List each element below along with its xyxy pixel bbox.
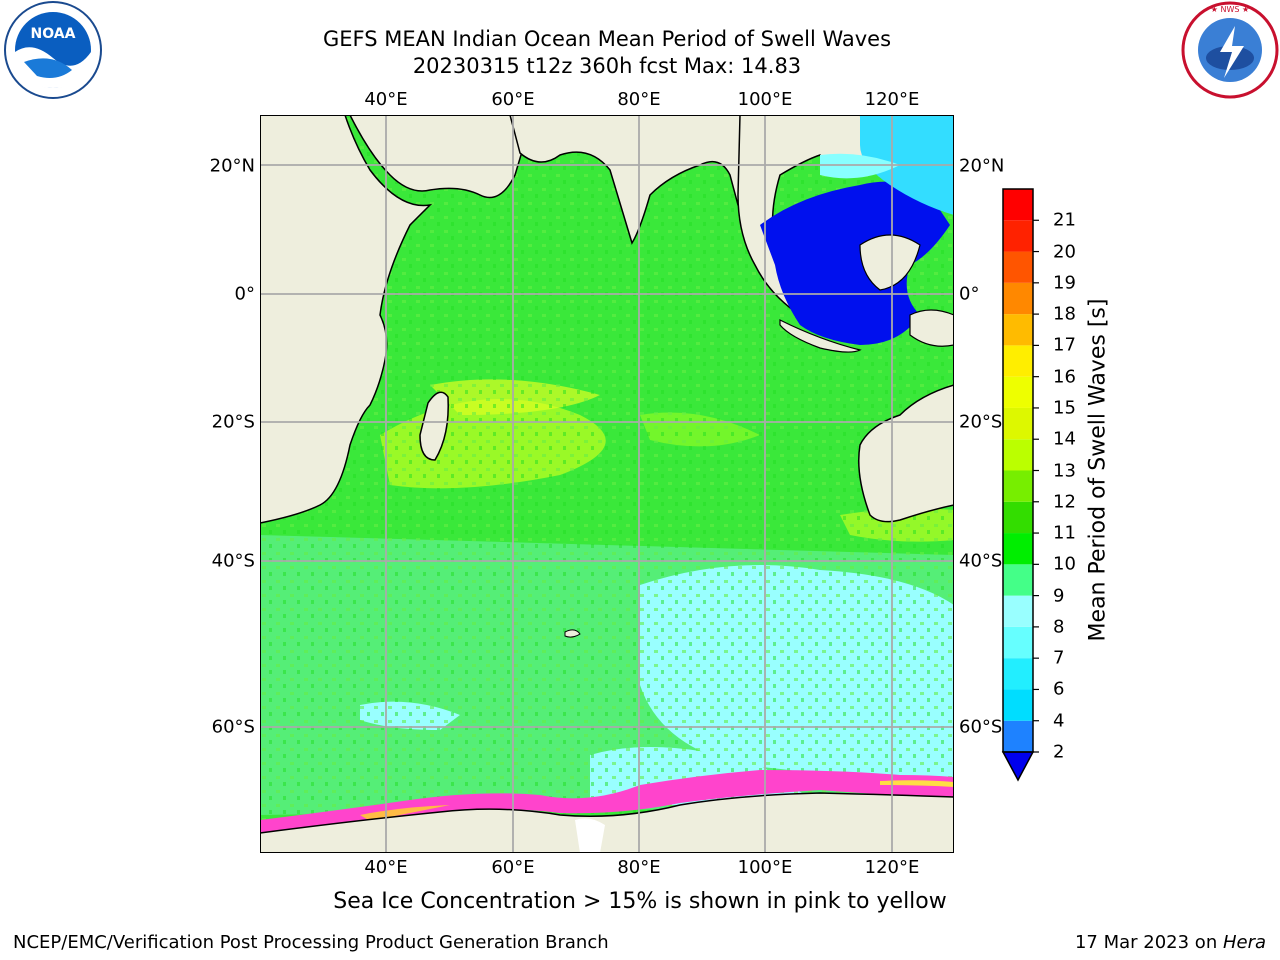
colorbar-label: Mean Period of Swell Waves [s] [1085, 298, 1111, 642]
colorbar-tick-label: 14 [1053, 428, 1076, 450]
lat-tick-right: 0° [959, 283, 980, 305]
land-australia [858, 384, 954, 523]
colorbar-tick-label: 16 [1053, 366, 1076, 388]
chart-title: GEFS MEAN Indian Ocean Mean Period of Sw… [322, 27, 892, 51]
colorbar-segment [1003, 501, 1033, 534]
lat-tick-left: 20°S [211, 411, 255, 433]
colorbar-segment [1003, 564, 1033, 596]
colorbar-segment [1003, 658, 1033, 690]
graticule [260, 115, 954, 853]
footer-machine: Hera [1222, 932, 1266, 953]
colorbar-tick-label: 15 [1053, 397, 1076, 419]
lat-tick-left: 20°N [209, 155, 255, 177]
colorbar-segment [1003, 345, 1033, 377]
noaa-logo-text: NOAA [31, 26, 76, 42]
colorbar-tick-label: 4 [1053, 710, 1065, 732]
colorbar-tick-label: 19 [1053, 272, 1076, 294]
indonesian-seas [760, 181, 950, 345]
sea-ice [260, 770, 954, 835]
sea-ice-note: Sea Ice Concentration > 15% is shown in … [333, 889, 947, 914]
colorbar-tick-label: 10 [1053, 553, 1076, 575]
colorbar-tick-label: 17 [1053, 334, 1076, 356]
lon-tick-top: 40°E [364, 89, 408, 110]
colorbar-tick-label: 11 [1053, 522, 1076, 544]
colorbar-tick-label: 6 [1053, 678, 1065, 700]
nws-logo: ★ NWS ★ [1181, 1, 1279, 99]
colorbar-segment [1003, 282, 1033, 315]
lon-tick-bottom: 120°E [864, 857, 920, 878]
colorbar-segment [1003, 439, 1033, 471]
lon-tick-top: 120°E [864, 89, 920, 110]
lat-tick-right: 20°N [959, 155, 1005, 177]
lat-tick-right: 40°S [959, 550, 1003, 572]
lon-tick-bottom: 60°E [491, 857, 535, 878]
colorbar-segment [1003, 376, 1033, 408]
land-madagascar [419, 391, 449, 461]
colorbar-tick-label: 21 [1053, 209, 1076, 231]
colorbar [1001, 188, 1039, 782]
colorbar-segment [1003, 533, 1033, 565]
colorbar-tick-label: 12 [1053, 491, 1076, 513]
colorbar-segment [1003, 314, 1033, 346]
colorbar-tick-label: 18 [1053, 303, 1076, 325]
colorbar-segment [1003, 626, 1033, 659]
lat-tick-right: 20°S [959, 411, 1003, 433]
lon-tick-bottom: 40°E [364, 857, 408, 878]
lon-tick-top: 100°E [737, 89, 793, 110]
lon-tick-top: 80°E [617, 89, 661, 110]
noaa-logo: NOAA [4, 1, 102, 99]
footer-date: 17 Mar 2023 on Hera [1075, 932, 1266, 953]
colorbar-segment [1003, 470, 1033, 502]
colorbar-segment [1003, 689, 1033, 721]
colorbar-tick-label: 2 [1053, 741, 1065, 763]
colorbar-extend-arrow [1001, 751, 1035, 782]
colorbar-segment [1003, 189, 1033, 221]
colorbar-segment [1003, 720, 1033, 752]
colorbar-tick-label: 7 [1053, 647, 1065, 669]
chart-subtitle: 20230315 t12z 360h fcst Max: 14.83 [412, 54, 802, 78]
lon-tick-bottom: 80°E [617, 857, 661, 878]
land-antarctica [260, 792, 954, 853]
colorbar-tick-label: 8 [1053, 616, 1065, 638]
lat-tick-right: 60°S [959, 716, 1003, 738]
colorbar-segment [1003, 251, 1033, 283]
colorbar-tick-label: 13 [1053, 460, 1076, 481]
colorbar-tick-label: 20 [1053, 241, 1076, 263]
land-kerguelen [564, 629, 581, 638]
colorbar-segment [1003, 595, 1033, 627]
colorbar-tick-label: 9 [1053, 585, 1065, 607]
footer-credit: NCEP/EMC/Verification Post Processing Pr… [13, 932, 609, 953]
lat-tick-left: 0° [234, 283, 255, 305]
lat-tick-left: 60°S [211, 716, 255, 738]
map-panel [260, 115, 954, 853]
svg-text:★ NWS ★: ★ NWS ★ [1211, 5, 1249, 14]
footer-date-text: 17 Mar 2023 on [1074, 932, 1223, 953]
colorbar-segment [1003, 407, 1033, 440]
lon-tick-top: 60°E [491, 89, 535, 110]
lat-tick-left: 40°S [211, 550, 255, 572]
colorbar-segment [1003, 220, 1033, 252]
lon-tick-bottom: 100°E [737, 857, 793, 878]
